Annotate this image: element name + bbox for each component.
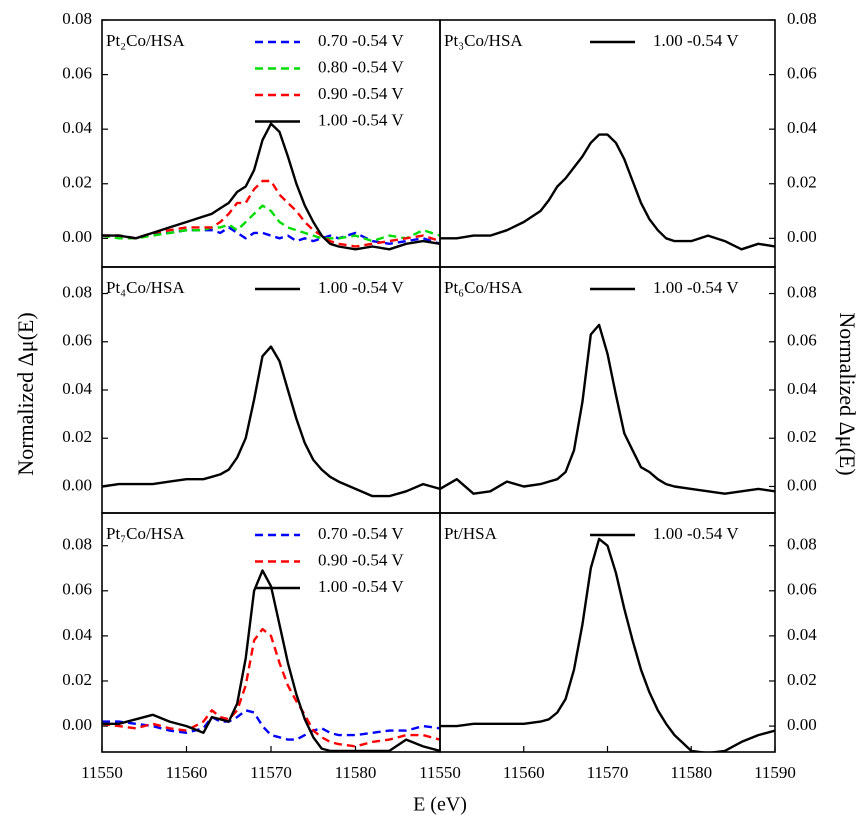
data-line (102, 627, 440, 748)
y-tick-label: 0.06 (62, 580, 92, 599)
panel-title: Pt₃Co/HSA (444, 31, 523, 50)
y-tick-label: 0.08 (787, 535, 817, 554)
legend-label: 0.90 -0.54 V (318, 84, 404, 103)
y-tick-label: 0.04 (62, 379, 92, 398)
y-axis-label: Normalized Δμ(E) (13, 312, 38, 475)
y-tick-label: 0.08 (787, 9, 817, 28)
legend-label: 0.70 -0.54 V (318, 31, 404, 50)
y-tick-label: 0.00 (787, 475, 817, 494)
x-tick-label: 11590 (754, 763, 796, 782)
y-tick-label: 0.08 (62, 535, 92, 554)
panel-frame (101, 512, 441, 753)
data-line (102, 122, 440, 251)
y-tick-label: 0.06 (62, 331, 92, 350)
y-tick-label: 0.08 (787, 282, 817, 301)
y-tick-label: 0.00 (62, 715, 92, 734)
legend-label: 1.00 -0.54 V (318, 577, 404, 596)
legend-label: 0.70 -0.54 V (318, 524, 404, 543)
panel-frame (439, 19, 776, 268)
x-tick-label: 11580 (335, 763, 377, 782)
panel-title: Pt₄Co/HSA (106, 278, 185, 297)
y-tick-label: 0.04 (62, 118, 92, 137)
legend-label: 0.80 -0.54 V (318, 57, 404, 76)
panel-title: Pt₂Co/HSA (106, 31, 185, 50)
y-tick-label: 0.06 (787, 580, 817, 599)
legend-label: 1.00 -0.54 V (653, 524, 739, 543)
y-tick-label: 0.02 (787, 173, 817, 192)
y-tick-label: 0.04 (62, 625, 92, 644)
data-line (102, 345, 440, 498)
data-line (440, 133, 775, 251)
data-line (440, 537, 775, 752)
panel-title: Pt₆Co/HSA (444, 278, 523, 297)
y-tick-label: 0.04 (787, 118, 817, 137)
legend-label: 1.00 -0.54 V (653, 31, 739, 50)
y-tick-label: 0.02 (62, 670, 92, 689)
x-tick-label: 11550 (81, 763, 123, 782)
y-tick-label: 0.02 (787, 670, 817, 689)
y-axis-label-right: Normalized Δμ(E) (835, 312, 860, 475)
y-tick-label: 0.06 (787, 63, 817, 82)
x-tick-label: 11580 (670, 763, 712, 782)
x-tick-label: 11570 (250, 763, 292, 782)
panel-frame (101, 266, 441, 514)
panel-frame (439, 266, 776, 514)
data-line (102, 569, 440, 752)
legend-label: 1.00 -0.54 V (318, 278, 404, 297)
x-tick-label: 11570 (587, 763, 629, 782)
panel-frame (439, 512, 776, 753)
legend-label: 1.00 -0.54 V (653, 278, 739, 297)
x-tick-label: 11560 (503, 763, 545, 782)
y-tick-label: 0.04 (787, 625, 817, 644)
y-tick-label: 0.06 (62, 63, 92, 82)
y-tick-label: 0.00 (787, 227, 817, 246)
x-tick-label: 11560 (166, 763, 208, 782)
y-tick-label: 0.02 (787, 427, 817, 446)
data-line (102, 179, 440, 248)
y-tick-label: 0.06 (787, 331, 817, 350)
panel-title: Pt₇Co/HSA (106, 524, 185, 543)
x-axis-label: E (eV) (413, 794, 467, 816)
y-tick-label: 0.00 (62, 475, 92, 494)
legend-label: 1.00 -0.54 V (318, 110, 404, 129)
y-tick-label: 0.08 (62, 282, 92, 301)
y-tick-label: 0.00 (62, 227, 92, 246)
y-tick-label: 0.00 (787, 715, 817, 734)
data-line (102, 709, 440, 741)
legend-label: 0.90 -0.54 V (318, 550, 404, 569)
y-tick-label: 0.02 (62, 427, 92, 446)
data-line (440, 323, 775, 495)
y-tick-label: 0.04 (787, 379, 817, 398)
data-line (102, 204, 440, 243)
panel-title: Pt/HSA (444, 524, 498, 543)
x-tick-label: 11550 (419, 763, 461, 782)
y-tick-label: 0.08 (62, 9, 92, 28)
y-tick-label: 0.02 (62, 173, 92, 192)
